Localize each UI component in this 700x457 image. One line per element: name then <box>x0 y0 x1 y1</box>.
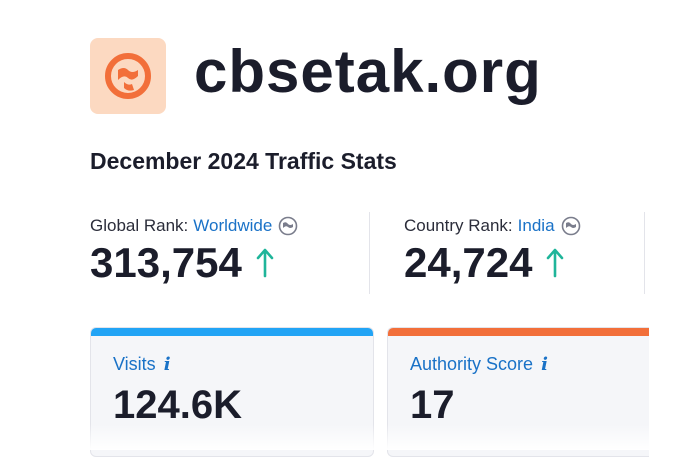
rank-divider <box>369 212 370 294</box>
global-rank: Global Rank: Worldwide 313,754 <box>90 216 298 284</box>
authority-card-title: Authority Score <box>410 354 534 374</box>
country-rank-label: Country Rank: <box>404 216 513 235</box>
site-domain: cbsetak.org <box>194 38 542 105</box>
info-icon[interactable]: i <box>163 354 171 375</box>
site-header: cbsetak.org <box>90 38 542 114</box>
visits-card-title: Visits <box>113 354 156 374</box>
trend-up-icon <box>546 248 564 278</box>
authority-card-title-row: Authority Score i <box>410 354 649 375</box>
visits-card-value: 124.6K <box>113 383 242 427</box>
trend-up-icon <box>256 248 274 278</box>
country-rank-label-row: Country Rank: India <box>404 216 581 236</box>
global-rank-label: Global Rank: <box>90 216 189 235</box>
visits-card-accent-bar <box>91 328 373 336</box>
page-subtitle: December 2024 Traffic Stats <box>90 148 397 174</box>
visits-card-title-row: Visits i <box>113 354 373 375</box>
bottom-fade <box>0 424 700 450</box>
global-rank-scope-link[interactable]: Worldwide <box>193 216 273 235</box>
brand-logo <box>90 38 166 114</box>
global-rank-label-row: Global Rank: Worldwide <box>90 216 298 236</box>
country-rank: Country Rank: India 24,724 <box>404 216 581 284</box>
authority-card-accent-bar <box>388 328 649 336</box>
country-rank-scope-link[interactable]: India <box>517 216 555 235</box>
global-rank-value-row: 313,754 <box>90 242 298 284</box>
brand-logo-icon <box>105 53 151 99</box>
globe-icon[interactable] <box>278 216 298 236</box>
authority-card-value: 17 <box>410 383 455 427</box>
info-icon[interactable]: i <box>541 354 548 375</box>
global-rank-value: 313,754 <box>90 239 242 286</box>
rank-divider-right <box>644 212 645 294</box>
country-rank-value: 24,724 <box>404 239 533 286</box>
country-rank-value-row: 24,724 <box>404 242 581 284</box>
globe-icon[interactable] <box>561 216 581 236</box>
